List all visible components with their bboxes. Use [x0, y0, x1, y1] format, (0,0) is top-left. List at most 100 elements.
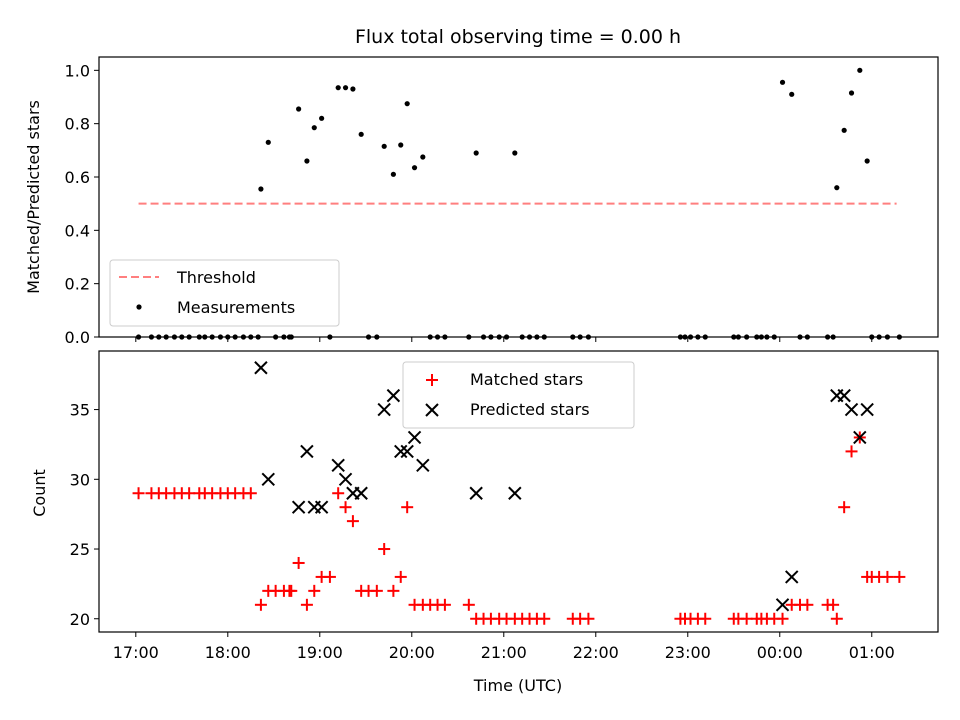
measurement-point: [512, 150, 518, 156]
matched-point: [830, 612, 843, 625]
matched-point: [699, 612, 712, 625]
top-plot-frame: [98, 56, 939, 338]
x-tick-label: 19:00: [297, 643, 343, 662]
bottom-plot-frame: [98, 350, 939, 633]
matched-point: [401, 501, 414, 514]
bottom-y-tick-label: 30: [70, 470, 90, 489]
bottom-legend-box: [402, 361, 635, 429]
matched-point: [462, 598, 475, 611]
bottom-panel: 20 25 30 35 17:00 18:00 19:00 20:00 21:00 22:00 23…: [30, 350, 939, 695]
bottom-y-tick-label: 25: [70, 540, 90, 559]
predicted-point: [291, 500, 306, 514]
matched-point: [346, 515, 359, 528]
matched-point: [438, 598, 451, 611]
predicted-point: [785, 570, 799, 584]
matched-point: [285, 584, 298, 597]
predicted-point: [508, 486, 522, 500]
x-tick-label: 23:00: [665, 643, 711, 662]
matched-point: [801, 598, 814, 611]
bottom-y-axis-label: Count: [30, 469, 49, 517]
predicted-point: [844, 402, 859, 417]
measurement-point: [319, 115, 325, 121]
x-tick-label: 01:00: [849, 643, 895, 662]
measurement-point: [779, 79, 786, 85]
predicted-point: [469, 486, 483, 500]
measurement-point: [398, 142, 404, 148]
matched-point: [332, 487, 345, 500]
x-tick-label: 22:00: [573, 643, 619, 662]
measurement-point: [258, 186, 264, 192]
matched-point: [776, 612, 789, 625]
predicted-point: [254, 361, 268, 375]
predicted-point: [860, 402, 874, 417]
matched-point: [538, 612, 551, 625]
measurement-point: [857, 67, 863, 73]
matched-point: [387, 584, 400, 597]
measurement-point: [381, 143, 387, 149]
predicted-point: [394, 444, 408, 459]
legend-predicted-label: Predicted stars: [470, 400, 590, 419]
measurement-point: [789, 91, 795, 97]
chart-title: Flux total observing time = 0.00 h: [355, 26, 681, 48]
matched-point: [378, 543, 391, 556]
matched-point: [339, 501, 352, 514]
matched-point: [370, 584, 383, 597]
legend-measurements-label: Measurements: [177, 298, 295, 317]
matched-point: [893, 570, 906, 583]
top-y-tick-label: 0.6: [65, 168, 90, 187]
matched-point: [132, 487, 145, 500]
x-tick-label: 00:00: [757, 643, 803, 662]
top-y-tick-label: 1.0: [65, 61, 90, 80]
matched-point: [838, 501, 851, 514]
x-tick-label: 17:00: [113, 643, 159, 662]
predicted-point: [300, 444, 314, 459]
predicted-point: [331, 458, 345, 473]
measurement-point: [358, 131, 364, 137]
predicted-point: [338, 472, 353, 487]
measurement-point: [841, 127, 847, 133]
matched-point: [881, 570, 894, 583]
measurement-point: [335, 85, 341, 91]
predicted-point: [400, 444, 414, 459]
measurement-point: [311, 125, 317, 131]
measurement-point: [404, 101, 410, 107]
matched-point: [323, 570, 336, 583]
matched-point: [582, 612, 595, 625]
top-y-tick-label: 0.4: [65, 221, 90, 240]
predicted-point: [775, 598, 790, 612]
top-legend-box: [109, 259, 340, 327]
matched-point: [183, 487, 196, 500]
measurement-point: [411, 165, 418, 171]
x-tick-label: 18:00: [205, 643, 251, 662]
measurement-point: [420, 154, 426, 160]
matched-point: [827, 598, 840, 611]
predicted-point: [314, 500, 329, 514]
measurement-point: [473, 150, 479, 156]
measurement-point: [296, 106, 302, 112]
predicted-point: [407, 430, 422, 445]
bottom-y-tick-label: 35: [70, 401, 90, 420]
bottom-y-tick-label: 20: [70, 610, 90, 629]
x-axis-label: Time (UTC): [473, 676, 562, 695]
predicted-point: [261, 472, 275, 487]
x-tick-label: 21:00: [481, 643, 527, 662]
predicted-point: [837, 388, 851, 403]
predicted-point: [354, 486, 368, 500]
measurement-point: [350, 86, 356, 92]
top-y-tick-label: 0.8: [65, 115, 90, 134]
measurement-point: [304, 158, 310, 164]
matched-point: [740, 612, 753, 625]
matched-point: [244, 487, 257, 500]
measurement-point: [265, 139, 271, 145]
matched-point: [300, 598, 313, 611]
matched-point: [308, 584, 321, 597]
legend-matched-swatch: [426, 374, 438, 386]
legend-matched-label: Matched stars: [470, 370, 583, 389]
matched-point: [254, 598, 267, 611]
measurement-point: [864, 158, 870, 164]
legend-measurements-swatch: [136, 304, 142, 310]
bottom-legend: Matched stars Predicted stars: [402, 361, 635, 429]
matched-point: [845, 445, 858, 458]
